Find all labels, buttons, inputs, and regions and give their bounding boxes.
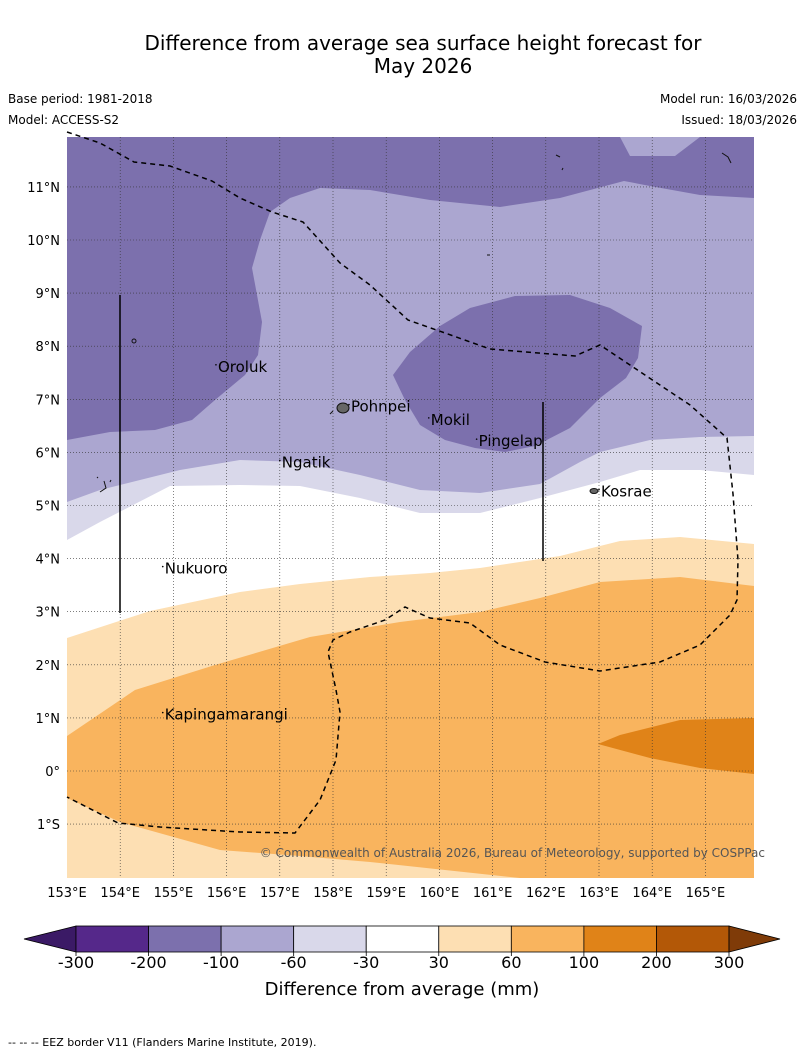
place-label: Ngatik — [282, 453, 331, 471]
lon-tick-label: 159°E — [366, 886, 406, 901]
colorbar-tick-label: 300 — [714, 953, 745, 972]
place-label: Nukuoro — [165, 560, 228, 578]
lat-tick-label: 7°N — [36, 393, 61, 408]
eez-border — [66, 131, 739, 834]
anomaly-field — [67, 137, 754, 878]
base-period: Base period: 1981-2018 — [8, 92, 153, 106]
pohnpei-island — [336, 402, 350, 414]
map-title: Difference from average sea surface heig… — [0, 32, 804, 78]
lon-tick-label: 164°E — [632, 886, 672, 901]
colorbar-segment — [293, 925, 367, 953]
lon-tick-label: 163°E — [579, 886, 619, 901]
islet — [96, 476, 112, 493]
band-minus-200-100-north — [67, 137, 754, 440]
place-marker — [475, 438, 478, 440]
colorbar-segment — [510, 925, 585, 953]
lon-tick-label: 162°E — [526, 886, 566, 901]
eez-boundary-lines — [119, 295, 544, 613]
colorbar-tick-label: 30 — [429, 953, 449, 972]
band-60-100 — [67, 577, 754, 878]
axis-labels: 11°N 10°N 9°N 8°N 7°N 6°N 5°N 4°N 3°N 2°N 1°N 0° 1°S… — [27, 181, 725, 901]
lon-tick-label: 165°E — [686, 886, 726, 901]
colorbar-segment — [438, 925, 512, 953]
title-line-1: Difference from average sea surface heig… — [144, 31, 702, 55]
lat-tick-label: 11°N — [27, 181, 60, 196]
colorbar-segment — [75, 925, 149, 953]
colorbar-tick-label: -200 — [130, 953, 166, 972]
lat-tick-label: 0° — [45, 765, 60, 780]
lat-tick-label: 3°N — [36, 606, 61, 621]
lat-tick-label: 6°N — [36, 446, 61, 461]
colorbar-tick-label: -100 — [203, 953, 239, 972]
place-marker — [161, 565, 164, 568]
title-line-2: May 2026 — [373, 54, 473, 78]
colorbar-tick-label: 200 — [641, 953, 672, 972]
colorbar-tick-label: -30 — [353, 953, 379, 972]
lat-tick-label: 1°S — [37, 818, 60, 833]
place-labels: Oroluk Pohnpei Mokil Pingelap Ngatik Kosrae Nu… — [161, 358, 652, 724]
islet — [555, 152, 732, 171]
colorbar-segment — [148, 925, 222, 953]
place-label: Oroluk — [218, 358, 267, 376]
place-label: Kapingamarangi — [165, 706, 288, 724]
lon-tick-label: 156°E — [207, 886, 247, 901]
lat-tick-label: 2°N — [36, 659, 61, 674]
lat-tick-label: 5°N — [36, 500, 61, 515]
colorbar: -300 -200 -100 -60 -30 30 60 100 200 300 — [23, 925, 781, 972]
islet — [329, 410, 334, 415]
lon-tick-label: 155°E — [154, 886, 194, 901]
place-marker — [279, 459, 281, 462]
place-marker — [161, 711, 164, 714]
lon-tick-label: 153°E — [47, 886, 87, 901]
band-minus-200-100-east — [393, 295, 642, 452]
lat-tick-label: 1°N — [36, 712, 61, 727]
colorbar-extend-high — [728, 925, 781, 953]
place-label: Kosrae — [601, 483, 652, 501]
lon-tick-label: 158°E — [313, 886, 353, 901]
colorbar-extend-low — [23, 925, 77, 953]
model-run: Model run: 16/03/2026 — [659, 92, 797, 106]
colorbar-title: Difference from average (mm) — [264, 979, 540, 1000]
place-marker — [598, 488, 600, 491]
colorbar-segment — [220, 925, 295, 953]
colorbar-tick-label: 60 — [501, 953, 521, 972]
place-label: Pingelap — [479, 432, 543, 450]
issued-date: Issued: 18/03/2026 — [681, 113, 797, 127]
islands — [96, 152, 732, 494]
islet — [131, 338, 137, 344]
lat-tick-label: 10°N — [27, 234, 60, 249]
place-marker — [348, 403, 350, 406]
place-marker — [427, 417, 430, 419]
lon-tick-label: 161°E — [473, 886, 513, 901]
lat-tick-label: 9°N — [36, 287, 61, 302]
colorbar-segment — [656, 925, 730, 953]
lon-tick-label: 157°E — [260, 886, 300, 901]
colorbar-tick-label: -300 — [58, 953, 94, 972]
kosrae-island — [589, 488, 599, 494]
band-100-200 — [598, 718, 754, 774]
lon-tick-label: 160°E — [420, 886, 460, 901]
colorbar-segment — [583, 925, 657, 953]
colorbar-segment — [365, 925, 440, 953]
graticule — [67, 137, 754, 878]
place-marker — [215, 363, 217, 366]
lon-tick-label: 154°E — [100, 886, 140, 901]
model-name: Model: ACCESS-S2 — [8, 113, 120, 127]
place-label: Mokil — [431, 411, 470, 429]
lat-tick-label: 4°N — [36, 553, 61, 568]
place-label: Pohnpei — [351, 398, 411, 416]
colorbar-tick-label: -60 — [281, 953, 307, 972]
copyright-notice: © Commonwealth of Australia 2026, Bureau… — [260, 846, 765, 860]
lat-tick-label: 8°N — [36, 340, 61, 355]
colorbar-tick-label: 100 — [569, 953, 600, 972]
eez-footnote: -- -- -- EEZ border V11 (Flanders Marine… — [8, 1036, 317, 1049]
